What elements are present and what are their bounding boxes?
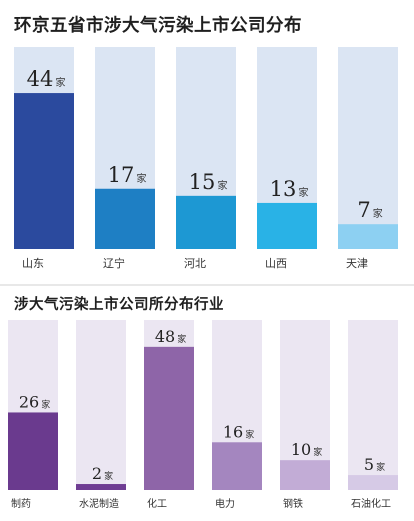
category-label: 电力 bbox=[215, 497, 235, 510]
bar bbox=[338, 224, 398, 249]
panel-divider bbox=[0, 284, 414, 286]
category-label: 石油化工 bbox=[351, 497, 391, 510]
unit-label: 家 bbox=[217, 179, 227, 192]
bar bbox=[144, 346, 194, 490]
unit-label: 家 bbox=[41, 398, 50, 410]
bar bbox=[212, 442, 262, 490]
chart-panel-provinces: 环京五省市涉大气污染上市公司分布 44 家山东 17 家辽宁 15 家河北 13 家山西 7 家天… bbox=[14, 16, 398, 270]
bar bbox=[95, 188, 155, 249]
unit-label: 家 bbox=[136, 172, 146, 185]
category-label: 水泥制造 bbox=[79, 497, 119, 510]
unit-label: 家 bbox=[55, 76, 65, 89]
category-label: 钢铁 bbox=[283, 497, 303, 510]
bar-track bbox=[338, 47, 398, 249]
unit-label: 家 bbox=[177, 333, 186, 345]
category-label: 山西 bbox=[265, 257, 287, 270]
chart-panel-industries: 涉大气污染上市公司所分布行业 26 家制药 2 家水泥制造 48 家化工 16 家电力 10 家钢… bbox=[0, 287, 414, 521]
unit-label: 家 bbox=[373, 207, 383, 220]
bar bbox=[257, 202, 317, 249]
chart-title-provinces: 环京五省市涉大气污染上市公司分布 bbox=[14, 16, 302, 36]
unit-label: 家 bbox=[245, 428, 254, 440]
chart-title-industries: 涉大气污染上市公司所分布行业 bbox=[14, 296, 224, 313]
value-label: 2 bbox=[92, 464, 102, 483]
unit-label: 家 bbox=[376, 461, 385, 473]
category-label: 制药 bbox=[11, 497, 31, 510]
value-label: 16 bbox=[223, 422, 243, 441]
bar bbox=[348, 475, 398, 490]
bar-track bbox=[348, 320, 398, 490]
value-label: 13 bbox=[270, 177, 297, 201]
category-label: 辽宁 bbox=[103, 256, 125, 270]
bar bbox=[280, 460, 330, 490]
unit-label: 家 bbox=[298, 186, 308, 199]
value-label: 10 bbox=[291, 440, 311, 459]
value-label: 26 bbox=[19, 392, 39, 411]
bar-track bbox=[76, 320, 126, 490]
value-label: 7 bbox=[357, 198, 370, 222]
category-label: 化工 bbox=[147, 497, 167, 510]
unit-label: 家 bbox=[313, 446, 322, 458]
value-label: 15 bbox=[189, 170, 216, 194]
value-label: 48 bbox=[155, 327, 175, 346]
bar bbox=[8, 412, 58, 490]
value-label: 17 bbox=[108, 163, 135, 187]
bar bbox=[14, 93, 74, 249]
bar bbox=[176, 195, 236, 249]
category-label: 天津 bbox=[346, 257, 368, 270]
bar bbox=[76, 484, 126, 490]
category-label: 山东 bbox=[22, 257, 44, 270]
value-label: 5 bbox=[364, 455, 374, 474]
value-label: 44 bbox=[27, 67, 54, 91]
unit-label: 家 bbox=[104, 470, 113, 482]
category-label: 河北 bbox=[184, 257, 206, 270]
